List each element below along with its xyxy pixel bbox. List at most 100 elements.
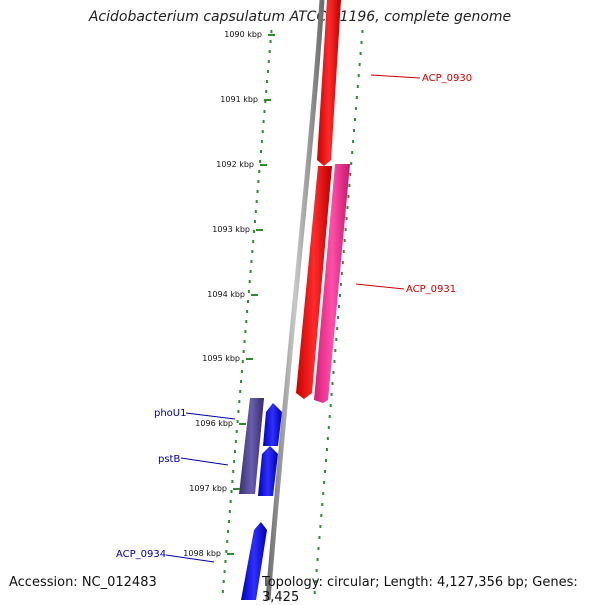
label-acp-0930[interactable]: ACP_0930 — [422, 73, 472, 84]
track-dot — [268, 50, 271, 53]
track-dot — [260, 140, 263, 143]
track-dot — [233, 460, 236, 463]
track-dot — [320, 514, 323, 517]
ruler-label: 1090 kbp — [224, 30, 262, 39]
track-dot — [259, 160, 262, 163]
track-dot — [319, 525, 322, 528]
track-dot — [335, 338, 338, 341]
callout-acp-0934 — [165, 554, 215, 563]
track-dot — [328, 415, 331, 418]
track-dot — [317, 547, 320, 550]
track-dot — [256, 190, 259, 193]
track-dot — [338, 305, 341, 308]
track-dot — [321, 503, 324, 506]
track-dot — [246, 310, 249, 313]
track-dot — [361, 30, 364, 33]
track-dot — [346, 206, 349, 209]
label-acp-0931[interactable]: ACP_0931 — [406, 284, 456, 295]
track-dot — [247, 300, 249, 303]
dotted-track-right — [313, 30, 364, 594]
track-dot — [223, 570, 226, 573]
ruler-tick — [233, 488, 240, 490]
track-dot — [258, 170, 261, 173]
accession-text: Accession: NC_012483 — [9, 575, 157, 590]
track-dot — [351, 151, 354, 154]
track-dot — [245, 320, 248, 323]
track-dot — [237, 410, 240, 413]
track-dot — [340, 272, 343, 275]
track-dot — [250, 260, 253, 263]
track-dot — [253, 230, 256, 233]
track-dot — [240, 380, 243, 383]
track-dot — [352, 140, 355, 143]
track-dot — [354, 107, 357, 110]
ruler-label: 1092 kbp — [216, 160, 254, 169]
ruler-tick — [251, 294, 258, 296]
track-dot — [325, 448, 328, 451]
track-dot — [260, 150, 262, 153]
track-dot — [238, 400, 241, 403]
gene-acp-0931[interactable] — [296, 166, 332, 399]
gene-paired-bar[interactable] — [239, 398, 264, 494]
track-dot — [257, 180, 260, 183]
ruler-tick — [268, 34, 275, 36]
genome-stats-text: Topology: circular; Length: 4,127,356 bp… — [262, 575, 578, 605]
gene-acp-0930[interactable] — [317, 0, 341, 166]
label-acp-0934[interactable]: ACP_0934 — [116, 549, 166, 560]
track-dot — [269, 40, 272, 43]
track-dot — [270, 30, 273, 33]
track-dot — [350, 162, 353, 165]
track-dot — [324, 470, 327, 473]
gene-acp-0931-outer[interactable] — [314, 164, 350, 403]
track-dot — [355, 96, 358, 99]
callout-acp-0930 — [370, 74, 421, 79]
track-dot — [243, 340, 246, 343]
track-dot — [225, 550, 228, 553]
track-dot — [247, 290, 250, 293]
track-dot — [240, 370, 243, 373]
track-dot — [228, 510, 231, 513]
ruler-tick — [260, 164, 267, 166]
track-dot — [316, 558, 319, 561]
ruler-label: 1095 kbp — [202, 354, 240, 363]
track-dot — [349, 173, 352, 176]
track-dot — [336, 327, 339, 330]
track-dot — [255, 200, 258, 203]
track-dot — [339, 294, 342, 297]
track-dot — [348, 184, 351, 187]
track-dot — [262, 120, 265, 123]
gene-acp-0934[interactable] — [241, 522, 267, 600]
track-dot — [358, 63, 361, 66]
ruler-tick — [264, 99, 271, 101]
track-dot — [234, 440, 237, 443]
track-dot — [264, 100, 267, 103]
track-dot — [263, 110, 266, 113]
track-dot — [221, 590, 224, 593]
gene-pstb[interactable] — [258, 446, 278, 496]
track-dot — [343, 239, 346, 242]
track-dot — [251, 250, 254, 253]
track-dot — [252, 240, 255, 243]
track-dot — [333, 360, 336, 363]
track-dot — [229, 500, 232, 503]
track-dot — [222, 580, 225, 583]
track-dot — [339, 283, 342, 286]
ruler-label: 1094 kbp — [207, 290, 245, 299]
track-dot — [224, 560, 227, 563]
label-pstb[interactable]: pstB — [158, 454, 180, 465]
track-dot — [331, 382, 334, 385]
ruler-label: 1091 kbp — [220, 95, 258, 104]
track-dot — [235, 430, 238, 433]
track-dot — [332, 371, 335, 374]
track-dot — [330, 393, 333, 396]
track-dot — [324, 459, 327, 462]
track-dot — [230, 490, 233, 493]
dotted-track-left — [221, 30, 273, 593]
track-dot — [337, 316, 340, 319]
label-phou1[interactable]: phoU1 — [154, 408, 187, 419]
gene-phou1[interactable] — [263, 403, 282, 446]
track-dot — [231, 480, 234, 483]
track-dot — [239, 390, 242, 393]
track-dot — [227, 520, 230, 523]
track-dot — [334, 349, 337, 352]
